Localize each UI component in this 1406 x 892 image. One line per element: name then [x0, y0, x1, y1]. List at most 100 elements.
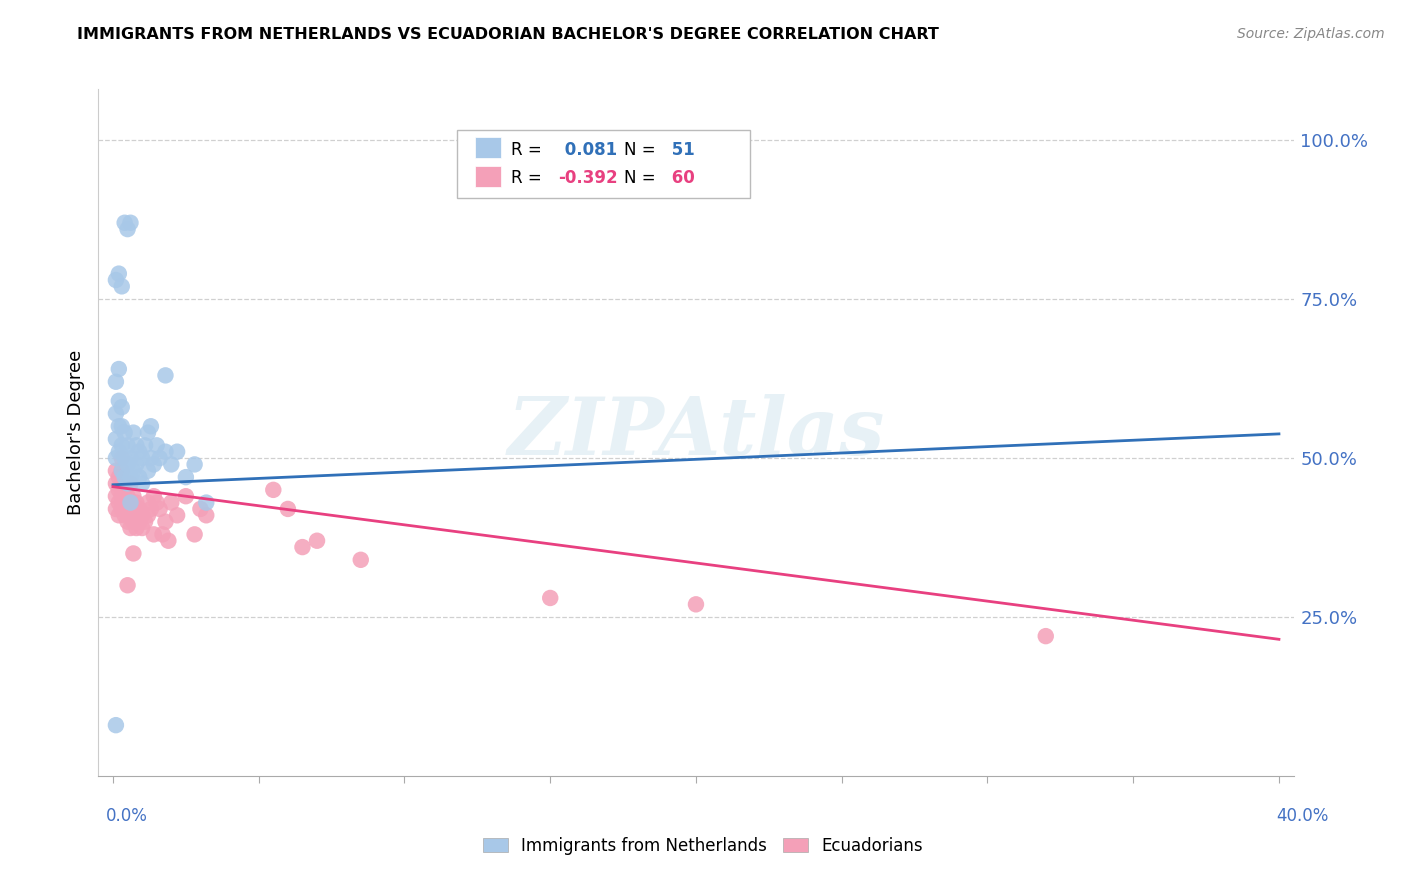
Point [125, 521, 148, 535]
Point [120, 216, 142, 230]
Point [122, 502, 145, 516]
Point [685, 598, 707, 612]
Point [104, 502, 127, 516]
Text: 0.081: 0.081 [558, 141, 617, 159]
Point [155, 368, 177, 383]
Point [149, 451, 172, 466]
Text: IMMIGRANTS FROM NETHERLANDS VS ECUADORIAN BACHELOR'S DEGREE CORRELATION CHART: IMMIGRANTS FROM NETHERLANDS VS ECUADORIA… [77, 27, 939, 42]
Point [136, 425, 159, 440]
Point [117, 515, 139, 529]
Point [108, 267, 131, 281]
Point [134, 515, 156, 529]
Point [117, 476, 139, 491]
Point [122, 515, 145, 529]
Point [131, 476, 153, 491]
Point [122, 464, 145, 478]
Point [120, 521, 142, 535]
FancyBboxPatch shape [457, 130, 749, 198]
Point [152, 527, 174, 541]
Point [134, 438, 156, 452]
Point [291, 540, 314, 554]
Point [160, 495, 183, 509]
Point [195, 508, 218, 523]
Point [117, 458, 139, 472]
Point [114, 470, 136, 484]
Point [125, 438, 148, 452]
Point [262, 483, 284, 497]
Point [174, 489, 197, 503]
Bar [475, 137, 501, 158]
Point [104, 273, 127, 287]
Point [195, 495, 218, 509]
Point [104, 489, 127, 503]
Point [125, 495, 148, 509]
Point [166, 508, 188, 523]
Point [128, 515, 150, 529]
Point [120, 508, 142, 523]
Point [108, 483, 131, 497]
Point [183, 458, 205, 472]
Text: N =: N = [624, 141, 661, 159]
Point [117, 502, 139, 516]
Point [111, 489, 134, 503]
Point [108, 419, 131, 434]
Text: R =: R = [510, 169, 547, 187]
Point [305, 533, 328, 548]
Point [104, 432, 127, 446]
Point [142, 489, 165, 503]
Point [1035, 629, 1057, 643]
Point [120, 470, 142, 484]
Point [104, 718, 127, 732]
Point [120, 451, 142, 466]
Point [145, 438, 167, 452]
Point [120, 495, 142, 509]
Point [128, 502, 150, 516]
Point [125, 458, 148, 472]
Point [108, 444, 131, 458]
Point [111, 451, 134, 466]
Text: 51: 51 [666, 141, 695, 159]
Bar [475, 167, 501, 187]
Point [114, 508, 136, 523]
Text: N =: N = [624, 169, 661, 187]
Point [111, 438, 134, 452]
Point [111, 502, 134, 516]
Point [122, 425, 145, 440]
Point [145, 495, 167, 509]
Point [128, 444, 150, 458]
Point [128, 470, 150, 484]
Point [114, 425, 136, 440]
Point [111, 464, 134, 478]
Point [104, 451, 127, 466]
Point [136, 495, 159, 509]
Point [114, 216, 136, 230]
Point [142, 458, 165, 472]
Point [149, 502, 172, 516]
Point [120, 495, 142, 509]
Point [538, 591, 561, 605]
Point [117, 578, 139, 592]
Point [111, 464, 134, 478]
Text: R =: R = [510, 141, 547, 159]
Point [136, 464, 159, 478]
Point [104, 476, 127, 491]
Point [117, 222, 139, 236]
Point [117, 489, 139, 503]
Point [122, 489, 145, 503]
Text: 40.0%: 40.0% [1277, 807, 1329, 825]
Text: -0.392: -0.392 [558, 169, 619, 187]
Point [114, 483, 136, 497]
Point [142, 527, 165, 541]
Point [190, 502, 212, 516]
Point [155, 444, 177, 458]
Point [131, 451, 153, 466]
Point [114, 451, 136, 466]
Point [108, 393, 131, 408]
Point [139, 419, 162, 434]
Point [111, 400, 134, 414]
Point [350, 553, 373, 567]
Point [111, 419, 134, 434]
Point [111, 279, 134, 293]
Text: 60: 60 [666, 169, 695, 187]
Point [108, 508, 131, 523]
